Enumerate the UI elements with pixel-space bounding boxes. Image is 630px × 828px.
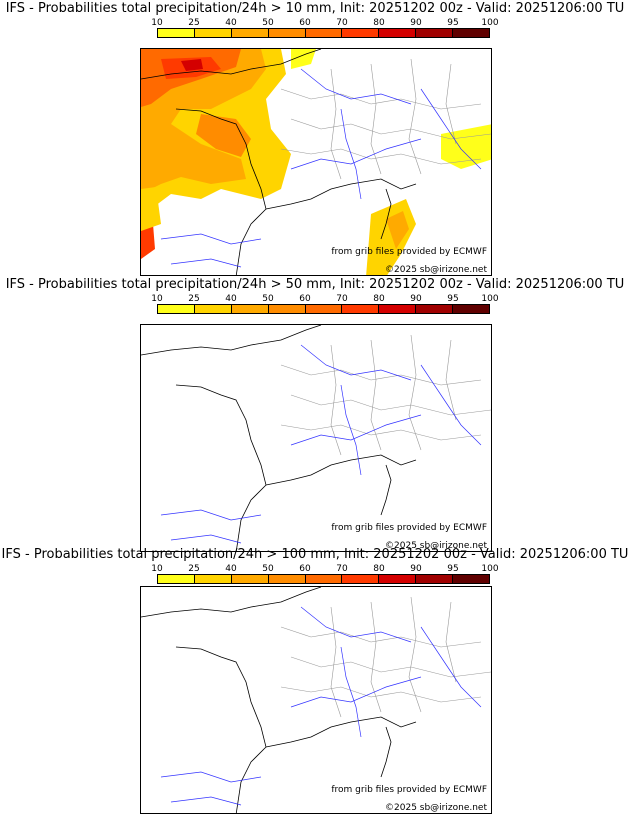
colorbar-tick: 10 (151, 294, 163, 304)
colorbar-swatch (379, 305, 417, 313)
admin-boundaries (280, 334, 491, 456)
colorbar-swatch (268, 29, 306, 37)
colorbar-swatches (157, 574, 490, 584)
colorbar: 10 25 40 50 60 70 80 90 95 100 (151, 294, 499, 320)
colorbar: 10 25 40 50 60 70 80 90 95 100 (151, 564, 499, 590)
colorbar-tick: 40 (225, 294, 237, 304)
probability-map: from grib files provided by ECMWF ©2025 … (140, 48, 492, 276)
colorbar-tick: 40 (225, 564, 237, 574)
colorbar-swatch (231, 29, 269, 37)
map-panel-3: IFS - Probabilities total precipitation/… (0, 546, 630, 828)
colorbar-swatch (305, 29, 343, 37)
coastlines (141, 49, 417, 275)
map-title: IFS - Probabilities total precipitation/… (5, 277, 625, 292)
colorbar-swatch (268, 305, 306, 313)
data-source-credit: from grib files provided by ECMWF (331, 247, 487, 257)
rivers (160, 344, 482, 544)
colorbar-swatches (157, 304, 490, 314)
coastlines (141, 325, 417, 551)
colorbar-swatch (342, 29, 380, 37)
data-source-credit: from grib files provided by ECMWF (331, 523, 487, 533)
colorbar-swatch (453, 305, 490, 313)
colorbar-swatch (305, 575, 343, 583)
colorbar-tick: 40 (225, 18, 237, 28)
colorbar-tick: 50 (262, 294, 274, 304)
colorbar-swatch (416, 305, 454, 313)
colorbar-tick: 80 (373, 294, 385, 304)
copyright-credit: ©2025 sb@irizone.net (385, 541, 487, 551)
colorbar-tick: 50 (262, 18, 274, 28)
colorbar-swatches (157, 28, 490, 38)
colorbar-swatch (158, 575, 195, 583)
colorbar-tick: 50 (262, 564, 274, 574)
colorbar-tick: 25 (188, 294, 200, 304)
colorbar-swatch (305, 305, 343, 313)
colorbar-tick: 10 (151, 564, 163, 574)
colorbar-tick: 95 (447, 564, 459, 574)
map-canvas (141, 587, 491, 813)
colorbar-tick: 80 (373, 18, 385, 28)
colorbar-swatch (453, 29, 490, 37)
colorbar-swatch (194, 305, 232, 313)
colorbar-swatch (268, 575, 306, 583)
colorbar-tick: 100 (481, 564, 499, 574)
map-panel-1: IFS - Probabilities total precipitation/… (0, 0, 630, 276)
colorbar-tick: 70 (336, 294, 348, 304)
colorbar-tick: 70 (336, 18, 348, 28)
rivers (160, 68, 482, 268)
colorbar-tick: 90 (410, 18, 422, 28)
map-title: IFS - Probabilities total precipitation/… (1, 547, 629, 562)
colorbar-tick: 100 (481, 294, 499, 304)
probability-map: from grib files provided by ECMWF ©2025 … (140, 324, 492, 552)
colorbar-swatch (158, 305, 195, 313)
colorbar-tick: 25 (188, 18, 200, 28)
colorbar-tick: 95 (447, 294, 459, 304)
copyright-credit: ©2025 sb@irizone.net (385, 803, 487, 813)
colorbar-tick: 60 (299, 294, 311, 304)
colorbar-swatch (416, 29, 454, 37)
admin-boundaries (280, 58, 491, 180)
colorbar-swatch (453, 575, 490, 583)
admin-boundaries (280, 596, 491, 718)
colorbar-tick: 10 (151, 18, 163, 28)
colorbar-tick: 25 (188, 564, 200, 574)
colorbar-tick: 90 (410, 294, 422, 304)
colorbar-swatch (194, 29, 232, 37)
colorbar-swatch (379, 575, 417, 583)
copyright-credit: ©2025 sb@irizone.net (385, 265, 487, 275)
colorbar-swatch (231, 575, 269, 583)
map-panel-2: IFS - Probabilities total precipitation/… (0, 276, 630, 552)
colorbar-swatch (379, 29, 417, 37)
colorbar-tick: 95 (447, 18, 459, 28)
colorbar-tick: 90 (410, 564, 422, 574)
colorbar-tick: 70 (336, 564, 348, 574)
map-title: IFS - Probabilities total precipitation/… (5, 1, 625, 16)
rivers (160, 606, 482, 806)
coastlines (141, 587, 417, 813)
colorbar-swatch (342, 575, 380, 583)
map-canvas (141, 325, 491, 551)
data-source-credit: from grib files provided by ECMWF (331, 785, 487, 795)
colorbar-swatch (158, 29, 195, 37)
colorbar-tick: 60 (299, 18, 311, 28)
colorbar-tick: 80 (373, 564, 385, 574)
colorbar-swatch (231, 305, 269, 313)
colorbar: 10 25 40 50 60 70 80 90 95 100 (151, 18, 499, 44)
colorbar-swatch (342, 305, 380, 313)
colorbar-tick: 100 (481, 18, 499, 28)
precipitation-shading (141, 49, 491, 275)
probability-map: from grib files provided by ECMWF ©2025 … (140, 586, 492, 814)
colorbar-tick: 60 (299, 564, 311, 574)
colorbar-swatch (416, 575, 454, 583)
colorbar-swatch (194, 575, 232, 583)
map-canvas (141, 49, 491, 275)
